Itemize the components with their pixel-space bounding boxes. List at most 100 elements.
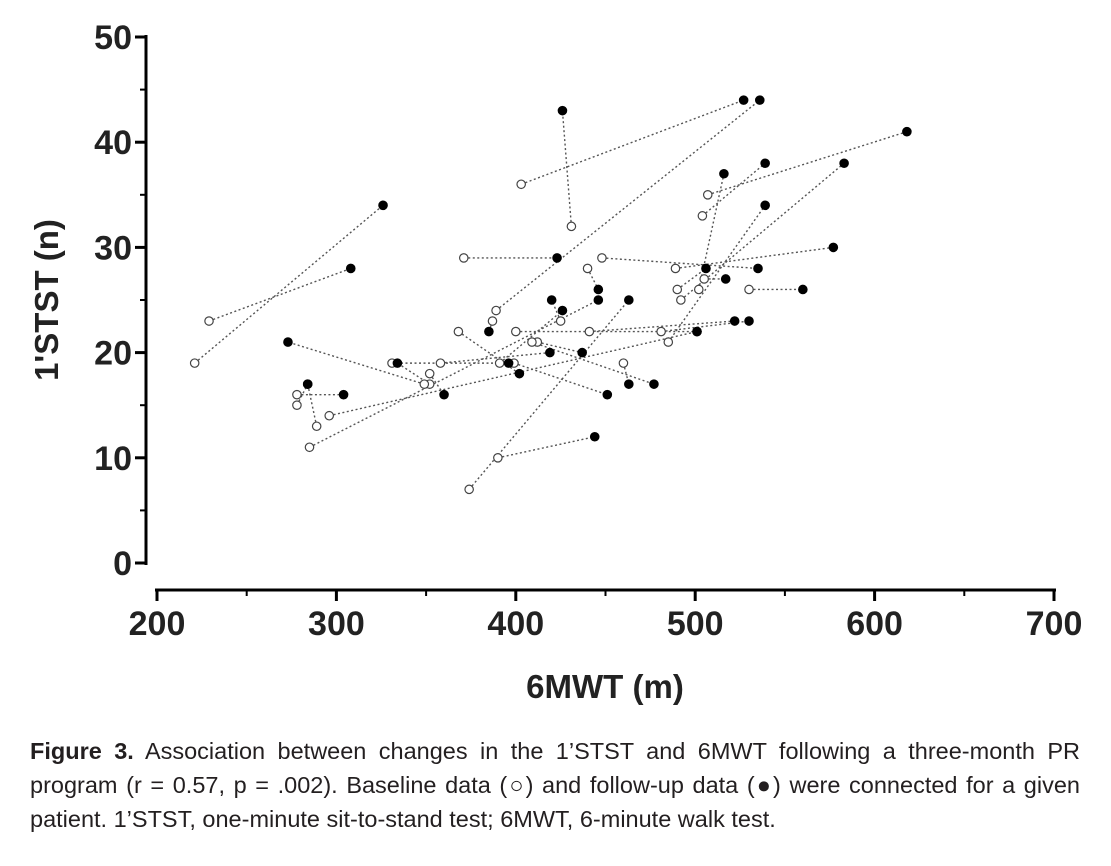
- followup-point: [503, 358, 514, 368]
- baseline-point: [424, 368, 435, 379]
- caption-text: Association between changes in the 1’STS…: [30, 738, 1080, 832]
- connector-line: [499, 309, 563, 364]
- baseline-point: [311, 421, 322, 432]
- axes: 0 10 20 30 40 50 200 300 400 500 600 700: [94, 19, 1082, 643]
- connector-line: [194, 204, 384, 364]
- x-tick-label: 600: [846, 605, 903, 643]
- followup-point: [744, 316, 754, 326]
- connector-line: [495, 99, 761, 312]
- connector-line: [707, 131, 908, 196]
- followup-point: [624, 379, 634, 389]
- baseline-point: [699, 274, 709, 284]
- connector-lines: [194, 99, 908, 490]
- followup-point: [753, 263, 763, 274]
- followup-point: [902, 126, 912, 137]
- baseline-point: [676, 295, 686, 305]
- followup-point: [720, 274, 731, 284]
- baseline-point: [292, 400, 302, 410]
- followup-point: [828, 242, 839, 253]
- baseline-point: [494, 358, 505, 368]
- followup-point: [719, 168, 729, 179]
- baseline-point: [672, 284, 683, 295]
- baseline-point: [189, 358, 200, 368]
- baseline-point: [697, 211, 708, 221]
- y-tick-label: 50: [94, 19, 132, 57]
- caption-label: Figure 3.: [30, 738, 134, 764]
- baseline-point: [458, 253, 469, 263]
- connector-line: [531, 341, 655, 385]
- followup-point: [649, 379, 659, 389]
- connector-line: [208, 267, 351, 322]
- baseline-point: [670, 263, 681, 274]
- connector-line: [561, 110, 573, 227]
- connector-line: [676, 267, 707, 291]
- x-tick-label: 500: [667, 605, 724, 643]
- x-tick-label: 700: [1026, 605, 1083, 643]
- baseline-point: [435, 358, 446, 368]
- y-tick-label: 20: [94, 335, 132, 373]
- followup-point: [577, 347, 587, 358]
- followup-point: [839, 158, 849, 169]
- followup-point: [589, 431, 600, 442]
- followup-point: [701, 263, 711, 274]
- baseline-point: [493, 452, 503, 463]
- data-points: [189, 95, 912, 495]
- connector-line: [513, 362, 608, 396]
- connector-line: [680, 162, 845, 301]
- baseline-point: [464, 484, 474, 495]
- followup-point: [760, 200, 770, 211]
- baseline-point: [584, 326, 595, 337]
- followup-point: [546, 295, 557, 305]
- connector-line: [701, 162, 766, 217]
- followup-point: [692, 326, 702, 337]
- followup-point: [392, 358, 403, 368]
- connector-line: [698, 173, 725, 290]
- connector-line: [457, 330, 520, 375]
- followup-point: [302, 379, 313, 389]
- baseline-point: [304, 442, 315, 453]
- baseline-point: [510, 326, 521, 337]
- connector-line: [440, 351, 550, 364]
- y-tick-label: 30: [94, 229, 132, 267]
- followup-point: [557, 305, 568, 316]
- y-tick-label: 10: [94, 440, 132, 478]
- followup-point: [514, 368, 525, 379]
- followup-point: [338, 389, 349, 400]
- baseline-point: [582, 263, 593, 274]
- baseline-point: [663, 337, 674, 347]
- connector-line: [520, 99, 744, 185]
- connector-line: [329, 330, 698, 417]
- x-axis-title: 6MWT (m): [526, 668, 684, 705]
- connector-line: [589, 320, 735, 333]
- y-tick-label: 0: [113, 545, 132, 583]
- baseline-point: [555, 316, 566, 326]
- baseline-point: [491, 305, 501, 316]
- baseline-point: [656, 326, 666, 337]
- connector-line: [309, 299, 599, 448]
- y-tick-label: 40: [94, 124, 132, 162]
- followup-point: [552, 253, 562, 263]
- followup-point: [798, 284, 808, 295]
- followup-point: [729, 316, 740, 326]
- x-tick-label: 200: [129, 605, 186, 643]
- followup-point: [738, 95, 749, 105]
- followup-point: [283, 337, 293, 347]
- chart: 0 10 20 30 40 50 200 300 400 500 600 700 6MWT (m) 1…: [28, 19, 1082, 705]
- x-tick-label: 300: [308, 605, 365, 643]
- baseline-point: [566, 221, 577, 232]
- x-tick-label: 400: [487, 605, 544, 643]
- connector-line: [537, 341, 583, 354]
- followup-point: [345, 263, 356, 274]
- y-axis-title: 1'STST (n): [28, 219, 65, 381]
- followup-point: [484, 326, 494, 337]
- connector-line: [601, 257, 759, 270]
- followup-point: [602, 389, 613, 400]
- followup-point: [593, 284, 604, 295]
- baseline-point: [527, 337, 537, 347]
- baseline-point: [324, 410, 335, 421]
- baseline-point: [693, 284, 704, 295]
- baseline-point: [487, 316, 498, 326]
- baseline-point: [618, 358, 629, 368]
- baseline-point: [744, 284, 754, 295]
- baseline-point: [292, 389, 302, 400]
